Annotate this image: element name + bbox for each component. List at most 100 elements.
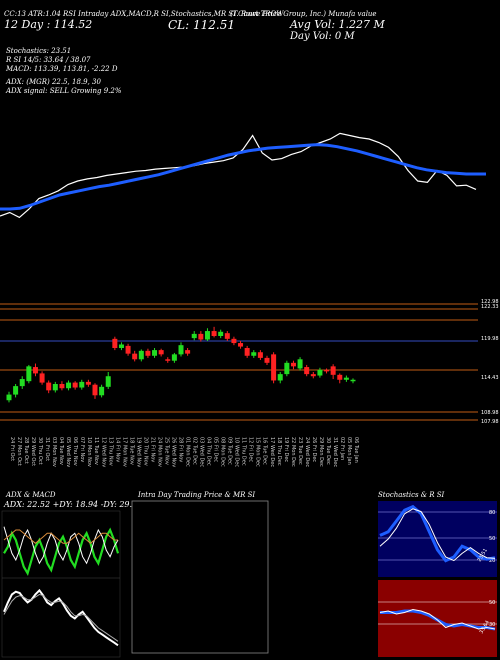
date-tick-label: 11 Tue Nov xyxy=(93,437,99,465)
date-tick-label: 18 Thu Dec xyxy=(276,437,282,466)
candle-body xyxy=(297,359,303,369)
date-tick-label: 24 Wed Dec xyxy=(304,437,310,467)
candle-body xyxy=(171,354,177,361)
intraday-label: Intraday xyxy=(78,10,109,18)
date-tick-label: 07 Fri Nov xyxy=(79,437,85,462)
date-tick-label: 29 Mon Dec xyxy=(318,437,324,467)
candle-body xyxy=(158,350,164,355)
price-tick-label: 122.33 xyxy=(481,304,499,310)
date-tick-label: 10 Wed Dec xyxy=(234,437,240,467)
date-tick-label: 04 Thu Dec xyxy=(206,437,212,466)
candle-body xyxy=(19,379,25,387)
candle-body xyxy=(310,374,316,377)
macd-series-line xyxy=(3,593,119,642)
candle-body xyxy=(13,386,19,395)
candle-body xyxy=(85,381,91,385)
candle-body xyxy=(198,333,204,340)
cc-label: CC:13 xyxy=(4,10,26,18)
date-tick-label: 03 Mon Nov xyxy=(51,437,57,467)
candle-body xyxy=(125,345,131,354)
stoch-tick-label: 20 xyxy=(489,558,495,564)
adx-series-line xyxy=(3,529,118,544)
candle-body xyxy=(264,357,270,363)
date-tick-label: 12 Fri Dec xyxy=(248,437,254,462)
candle-body xyxy=(244,348,250,356)
adx-panel-title: ADX & MACD xyxy=(6,491,56,499)
candle-body xyxy=(165,359,171,361)
adx-macd-label: ADX,MACD,R xyxy=(110,10,159,18)
date-tick-label: 18 Tue Nov xyxy=(128,437,134,465)
date-tick-label: 19 Wed Nov xyxy=(135,437,141,467)
twelve-day-value: 114.52 xyxy=(53,18,93,31)
date-tick-label: 28 Tue Oct xyxy=(23,437,29,464)
intraday-panel-frame xyxy=(131,500,269,654)
candle-body xyxy=(118,344,124,348)
date-tick-label: 30 Tue Dec xyxy=(325,437,331,465)
date-tick-label: 06 Tue Jan xyxy=(353,437,359,463)
price-tick-label: 108.98 xyxy=(481,410,499,416)
date-tick-label: 10 Mon Nov xyxy=(86,437,92,467)
candle-body xyxy=(224,333,230,339)
date-tick-label: 23 Tue Dec xyxy=(297,437,303,465)
adx-series-line xyxy=(3,526,119,565)
day-volume: Day Vol: 0 M xyxy=(290,31,355,42)
date-tick-label: 28 Fri Nov xyxy=(177,437,183,462)
chart-label: SI Chart xyxy=(228,10,259,18)
twelve-day-label: 12 Day : xyxy=(4,18,51,31)
stoch-signal-line xyxy=(379,504,496,563)
date-tick-label: 05 Mon Jan xyxy=(346,437,352,465)
candle-body xyxy=(343,377,349,380)
date-tick-label: 24 Mon Nov xyxy=(156,437,162,467)
candle-body xyxy=(145,350,151,356)
close-price: CL: 112.51 xyxy=(168,18,235,32)
candle-body xyxy=(66,382,72,389)
minus-dy-value: -DY: 29.96 xyxy=(100,500,143,509)
rsi-tick-label: 50 xyxy=(489,600,495,606)
candle-body xyxy=(231,338,237,344)
date-tick-label: 05 Wed Nov xyxy=(65,437,71,467)
date-tick-label: 31 Fri Oct xyxy=(44,437,50,461)
candle-body xyxy=(191,333,197,339)
price-tick-label: 107.98 xyxy=(481,419,499,425)
date-tick-label: 17 Wed Dec xyxy=(269,437,275,467)
price-tick-label: 114.43 xyxy=(481,375,499,381)
candle-body xyxy=(6,394,12,401)
candle-body xyxy=(138,350,144,360)
date-tick-label: 20 Thu Nov xyxy=(142,437,148,466)
candle-body xyxy=(59,384,65,389)
candle-body xyxy=(330,366,336,375)
candle-body xyxy=(277,374,283,381)
date-tick-label: 17 Mon Nov xyxy=(121,437,127,467)
date-tick-label: 25 Tue Nov xyxy=(163,437,169,465)
candle-body xyxy=(79,381,85,388)
candle-body xyxy=(132,353,138,360)
date-tick-label: 09 Tue Dec xyxy=(227,437,233,465)
date-tick-label: 03 Wed Dec xyxy=(199,437,205,467)
candle-body xyxy=(304,367,310,375)
candle-body xyxy=(251,352,257,356)
date-tick-label: 26 Fri Dec xyxy=(311,437,317,462)
date-tick-label: 12 Wed Nov xyxy=(100,437,106,467)
candle-body xyxy=(284,362,290,375)
date-tick-label: 31 Wed Dec xyxy=(332,437,338,467)
stoch-panel-bg xyxy=(378,501,497,577)
date-tick-label: 01 Mon Dec xyxy=(185,437,191,467)
adx-value: ADX: 22.52 xyxy=(4,500,51,509)
candle-body xyxy=(39,373,45,383)
date-tick-label: 22 Mon Dec xyxy=(290,437,296,467)
adx-series-line xyxy=(3,527,120,577)
candle-body xyxy=(218,331,224,336)
ticker-label: TROW xyxy=(260,10,284,18)
date-tick-label: 06 Thu Nov xyxy=(72,437,78,466)
candle-body xyxy=(92,384,98,396)
date-tick-label: 11 Thu Dec xyxy=(241,437,247,466)
date-tick-label: 30 Thu Oct xyxy=(37,437,43,465)
date-tick-label: 02 Tue Dec xyxy=(192,437,198,465)
date-tick-label: 13 Thu Nov xyxy=(107,437,113,466)
price-tick-label: 119.98 xyxy=(481,336,499,342)
date-tick-label: 29 Wed Oct xyxy=(30,437,36,466)
date-tick-label: 14 Fri Nov xyxy=(114,437,120,462)
